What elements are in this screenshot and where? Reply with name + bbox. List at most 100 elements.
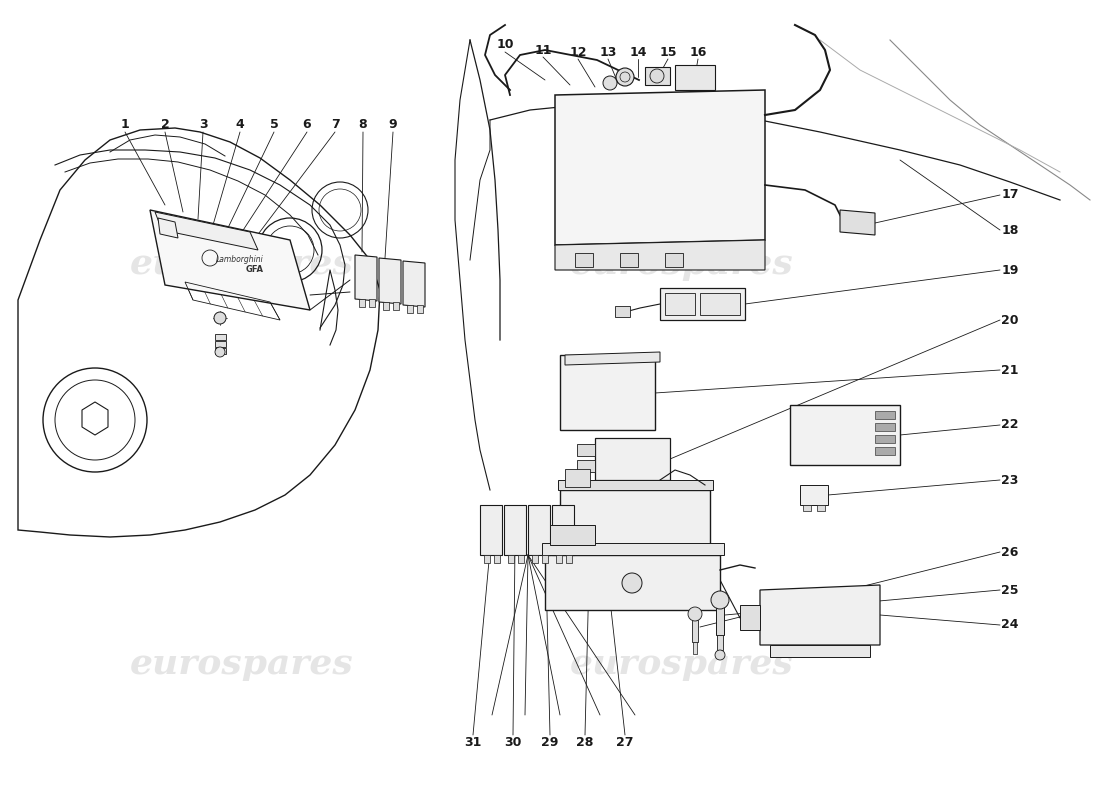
Text: 30: 30: [504, 735, 521, 749]
Polygon shape: [760, 585, 880, 645]
Polygon shape: [565, 352, 660, 365]
Bar: [620, 253, 638, 267]
Text: 26: 26: [1001, 546, 1019, 558]
Bar: [393, 302, 399, 310]
Bar: [790, 405, 900, 465]
Bar: [368, 299, 375, 307]
Bar: [407, 305, 412, 313]
Bar: [214, 341, 225, 347]
Bar: [550, 525, 595, 545]
Bar: [595, 438, 670, 480]
Text: 22: 22: [1001, 418, 1019, 431]
Bar: [556, 555, 562, 563]
Polygon shape: [840, 210, 874, 235]
Bar: [575, 253, 593, 267]
Text: eurospares: eurospares: [130, 247, 354, 281]
Bar: [800, 485, 828, 505]
Bar: [417, 305, 424, 313]
Polygon shape: [528, 505, 550, 555]
Circle shape: [715, 650, 725, 660]
Bar: [740, 605, 760, 630]
Text: 31: 31: [464, 735, 482, 749]
Bar: [494, 555, 501, 563]
Bar: [544, 555, 720, 610]
Polygon shape: [480, 505, 502, 555]
Text: 13: 13: [600, 46, 617, 58]
Text: 20: 20: [1001, 314, 1019, 326]
Bar: [542, 555, 548, 563]
Text: 21: 21: [1001, 363, 1019, 377]
Text: 4: 4: [235, 118, 244, 131]
Bar: [692, 620, 698, 642]
Text: 3: 3: [199, 118, 207, 131]
Text: 2: 2: [161, 118, 169, 131]
Bar: [558, 480, 713, 490]
Text: 6: 6: [302, 118, 311, 131]
Bar: [716, 607, 724, 635]
Bar: [508, 555, 514, 563]
Text: 14: 14: [629, 46, 647, 58]
Circle shape: [616, 68, 634, 86]
Text: 8: 8: [359, 118, 367, 131]
Bar: [578, 444, 595, 456]
Text: 27: 27: [616, 735, 634, 749]
Text: 12: 12: [570, 46, 586, 58]
Bar: [666, 293, 695, 315]
Bar: [700, 293, 740, 315]
Text: 5: 5: [270, 118, 278, 131]
Polygon shape: [158, 218, 178, 238]
Circle shape: [620, 72, 630, 82]
Bar: [770, 645, 870, 657]
Bar: [645, 67, 670, 85]
Bar: [578, 460, 595, 472]
Bar: [660, 288, 745, 320]
Bar: [874, 411, 895, 419]
Text: 29: 29: [541, 735, 559, 749]
Text: GFA: GFA: [246, 266, 264, 274]
Polygon shape: [556, 240, 764, 270]
Text: Lamborghini: Lamborghini: [216, 255, 264, 265]
Text: 23: 23: [1001, 474, 1019, 486]
Text: 15: 15: [659, 46, 676, 58]
Circle shape: [711, 591, 729, 609]
Bar: [214, 334, 225, 340]
Text: 16: 16: [690, 46, 706, 58]
Text: 25: 25: [1001, 583, 1019, 597]
Bar: [560, 490, 710, 545]
Text: 28: 28: [576, 735, 594, 749]
Circle shape: [603, 76, 617, 90]
Circle shape: [214, 347, 225, 357]
Bar: [874, 447, 895, 455]
Bar: [803, 505, 811, 511]
Polygon shape: [379, 258, 401, 304]
Polygon shape: [355, 255, 377, 301]
Text: 24: 24: [1001, 618, 1019, 631]
Bar: [484, 555, 490, 563]
Text: eurospares: eurospares: [130, 647, 354, 681]
Bar: [560, 355, 654, 430]
Bar: [518, 555, 524, 563]
Text: 19: 19: [1001, 263, 1019, 277]
Bar: [874, 423, 895, 431]
Polygon shape: [403, 261, 425, 307]
Circle shape: [621, 573, 642, 593]
Circle shape: [650, 69, 664, 83]
Text: 18: 18: [1001, 223, 1019, 237]
Bar: [532, 555, 538, 563]
Text: 11: 11: [535, 43, 552, 57]
Polygon shape: [552, 505, 574, 555]
Text: 7: 7: [331, 118, 340, 131]
Text: 1: 1: [121, 118, 130, 131]
Bar: [817, 505, 825, 511]
Bar: [359, 299, 365, 307]
Bar: [565, 469, 590, 487]
Bar: [615, 306, 630, 317]
Text: 17: 17: [1001, 189, 1019, 202]
Bar: [874, 435, 895, 443]
Text: 9: 9: [388, 118, 397, 131]
Text: eurospares: eurospares: [570, 247, 794, 281]
Bar: [214, 348, 225, 354]
Text: eurospares: eurospares: [570, 647, 794, 681]
Bar: [542, 543, 724, 555]
Polygon shape: [556, 90, 764, 245]
